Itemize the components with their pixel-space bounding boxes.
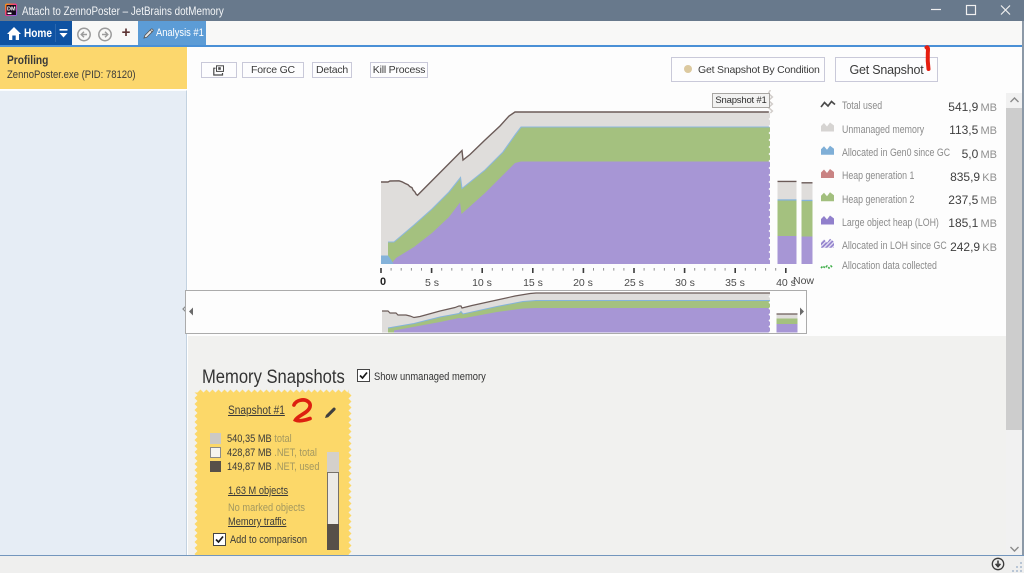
- svg-text:DM: DM: [7, 7, 16, 13]
